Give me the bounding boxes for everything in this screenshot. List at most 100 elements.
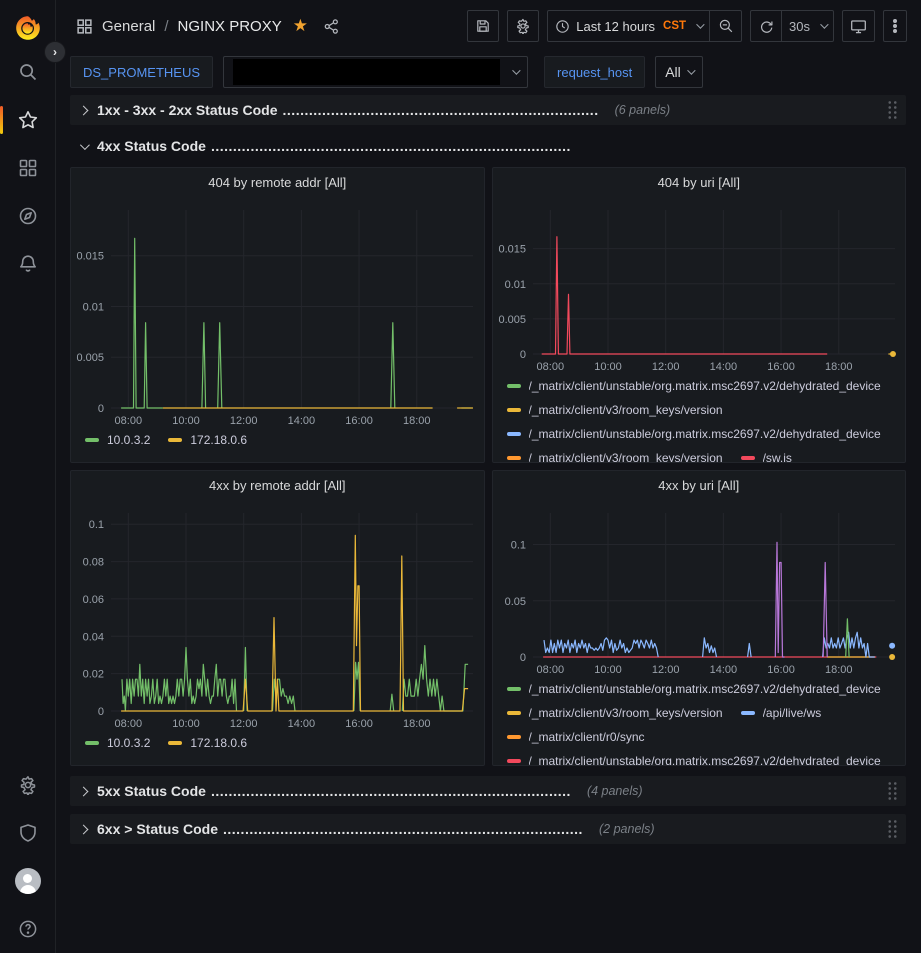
sidebar xyxy=(0,0,56,953)
breadcrumb-separator: / xyxy=(164,17,169,35)
panel-4xx-by-remote-addr-all-: 4xx by remote addr [All] 0 0.02 0.04 0.06 0.0… xyxy=(70,470,485,766)
series-line xyxy=(121,534,469,712)
row-dots: ........................................… xyxy=(282,102,599,118)
series-line xyxy=(746,642,752,658)
legend-swatch xyxy=(506,687,521,691)
svg-text:0.1: 0.1 xyxy=(510,540,525,552)
sidebar-item-help[interactable] xyxy=(0,905,56,953)
legend-item[interactable]: /_matrix/client/unstable/org.matrix.msc2… xyxy=(506,753,881,765)
legend-item[interactable]: /_matrix/client/v3/room_keys/version xyxy=(506,402,723,418)
panel-title[interactable]: 4xx by uri [All] xyxy=(658,478,740,493)
sidebar-item-profile[interactable] xyxy=(0,857,56,905)
chart-plot[interactable]: 0 0.005 0.01 0.015 08:00 10:00 12:00 14:00 16:00… xyxy=(493,198,905,376)
refresh-interval-dropdown[interactable]: 30s xyxy=(782,10,834,42)
variable-request-host-label[interactable]: request_host xyxy=(544,56,646,88)
expand-sidebar-button[interactable]: › xyxy=(44,41,66,63)
legend-label: 10.0.3.2 xyxy=(107,736,151,750)
sidebar-item-explore[interactable] xyxy=(0,192,56,240)
legend-item[interactable]: /_matrix/client/v3/room_keys/version xyxy=(506,705,723,721)
panel-title[interactable]: 404 by uri [All] xyxy=(657,175,740,190)
panel-404-by-uri-all-: 404 by uri [All] 0 0.005 0.01 0.015 08:00 10:0… xyxy=(491,167,906,463)
variable-ds-prometheus-label[interactable]: DS_PROMETHEUS xyxy=(70,56,214,88)
legend-item[interactable]: 10.0.3.2 xyxy=(85,432,150,448)
legend-label: /_matrix/client/v3/room_keys/version xyxy=(528,706,723,720)
chevron-down-icon xyxy=(820,20,829,29)
variable-ds-prometheus-value[interactable] xyxy=(223,56,529,88)
dashboard-settings-button[interactable] xyxy=(507,10,540,42)
legend-item[interactable]: 10.0.3.2 xyxy=(85,735,150,751)
legend-item[interactable]: /_matrix/client/r0/sync xyxy=(506,729,645,745)
legend-label: /_matrix/client/r0/sync xyxy=(528,730,645,744)
legend-label: /api/live/ws xyxy=(762,706,822,720)
legend-item[interactable]: /api/live/ws xyxy=(740,705,822,721)
grafana-logo[interactable] xyxy=(8,8,48,48)
legend-item[interactable]: 172.18.0.6 xyxy=(168,432,247,448)
series-line xyxy=(217,322,223,409)
chart-plot[interactable]: 0 0.05 0.1 08:00 10:00 12:00 14:00 16:00 18:00 xyxy=(493,501,905,679)
cycle-view-button[interactable] xyxy=(842,10,875,42)
chevron-down-icon xyxy=(686,66,696,75)
refresh-icon xyxy=(760,20,773,33)
drag-handle-icon[interactable] xyxy=(887,781,898,801)
variable-request-host-value[interactable]: All xyxy=(655,56,703,88)
refresh-interval-label: 30s xyxy=(789,18,810,34)
legend-item[interactable]: /_matrix/client/unstable/org.matrix.msc2… xyxy=(506,681,881,697)
favorite-star-icon[interactable]: ★ xyxy=(292,16,308,35)
legend-label: 172.18.0.6 xyxy=(190,736,248,750)
chart-plot[interactable]: 0 0.02 0.04 0.06 0.08 0.1 08:00 10:00 12:00 14:00… xyxy=(71,501,483,733)
drag-handle-icon[interactable] xyxy=(887,100,898,120)
row-title: 5xx Status Code xyxy=(97,783,206,799)
svg-text:18:00: 18:00 xyxy=(403,718,431,730)
gear-icon xyxy=(20,776,35,795)
series-line xyxy=(353,661,361,712)
sidebar-item-configuration[interactable] xyxy=(0,761,56,809)
refresh-button[interactable] xyxy=(750,10,783,42)
svg-text:0: 0 xyxy=(98,706,104,718)
row-dots: ........................................… xyxy=(223,821,583,837)
share-icon[interactable] xyxy=(323,18,340,35)
zoom-out-time-button[interactable] xyxy=(710,10,743,42)
dashboard-canvas: 1xx - 3xx - 2xx Status Code ............… xyxy=(56,92,921,844)
panel-legend: 10.0.3.2 172.18.0.6 xyxy=(71,733,484,765)
more-options-button[interactable] xyxy=(883,10,907,42)
time-range-picker[interactable]: Last 12 hours CST xyxy=(547,10,711,42)
sidebar-item-alerting[interactable] xyxy=(0,240,56,288)
legend-item[interactable]: /_matrix/client/unstable/org.matrix.msc2… xyxy=(506,426,881,442)
data-point xyxy=(888,642,895,649)
row-dots: ........................................… xyxy=(210,138,571,154)
svg-text:0.005: 0.005 xyxy=(498,314,526,326)
series-line xyxy=(541,236,827,355)
save-dashboard-button[interactable] xyxy=(467,10,500,42)
sidebar-item-server-admin[interactable] xyxy=(0,809,56,857)
search-icon xyxy=(19,64,36,81)
legend-item[interactable]: /_matrix/client/v3/room_keys/version xyxy=(506,450,723,462)
row-6xx-status-code[interactable]: 6xx > Status Code ......................… xyxy=(70,814,906,844)
save-icon xyxy=(477,20,490,32)
kebab-menu-icon xyxy=(893,19,897,33)
sidebar-item-search[interactable] xyxy=(0,48,56,96)
legend-item[interactable]: /_matrix/client/unstable/org.matrix.msc2… xyxy=(506,378,881,394)
dashboard-title[interactable]: NGINX PROXY xyxy=(177,17,282,35)
sidebar-item-starred[interactable] xyxy=(0,96,56,144)
row-4xx-status-code[interactable]: 4xx Status Code ........................… xyxy=(70,133,906,159)
zoom-out-icon xyxy=(719,19,732,33)
svg-text:10:00: 10:00 xyxy=(594,361,622,373)
row-title: 6xx > Status Code xyxy=(97,821,218,837)
sidebar-item-dashboards[interactable] xyxy=(0,144,56,192)
row-1xx-3xx-2xx-status-code[interactable]: 1xx - 3xx - 2xx Status Code ............… xyxy=(70,95,906,125)
legend-swatch xyxy=(740,711,755,715)
svg-text:10:00: 10:00 xyxy=(172,415,200,427)
breadcrumb-folder[interactable]: General xyxy=(102,17,156,35)
series-line xyxy=(822,561,828,658)
svg-text:0.015: 0.015 xyxy=(76,251,104,263)
legend-item[interactable]: 172.18.0.6 xyxy=(168,735,247,751)
drag-handle-icon[interactable] xyxy=(887,819,898,839)
chart-plot[interactable]: 0 0.005 0.01 0.015 08:00 10:00 12:00 14:00 16:00… xyxy=(71,198,483,430)
series-line xyxy=(701,637,717,658)
row-5xx-status-code[interactable]: 5xx Status Code ........................… xyxy=(70,776,906,806)
legend-item[interactable]: /sw.js xyxy=(740,450,792,462)
panel-title[interactable]: 404 by remote addr [All] xyxy=(208,175,347,190)
panel-title[interactable]: 4xx by remote addr [All] xyxy=(208,478,346,493)
row-dots: ........................................… xyxy=(210,783,571,799)
compass-icon xyxy=(19,207,36,225)
